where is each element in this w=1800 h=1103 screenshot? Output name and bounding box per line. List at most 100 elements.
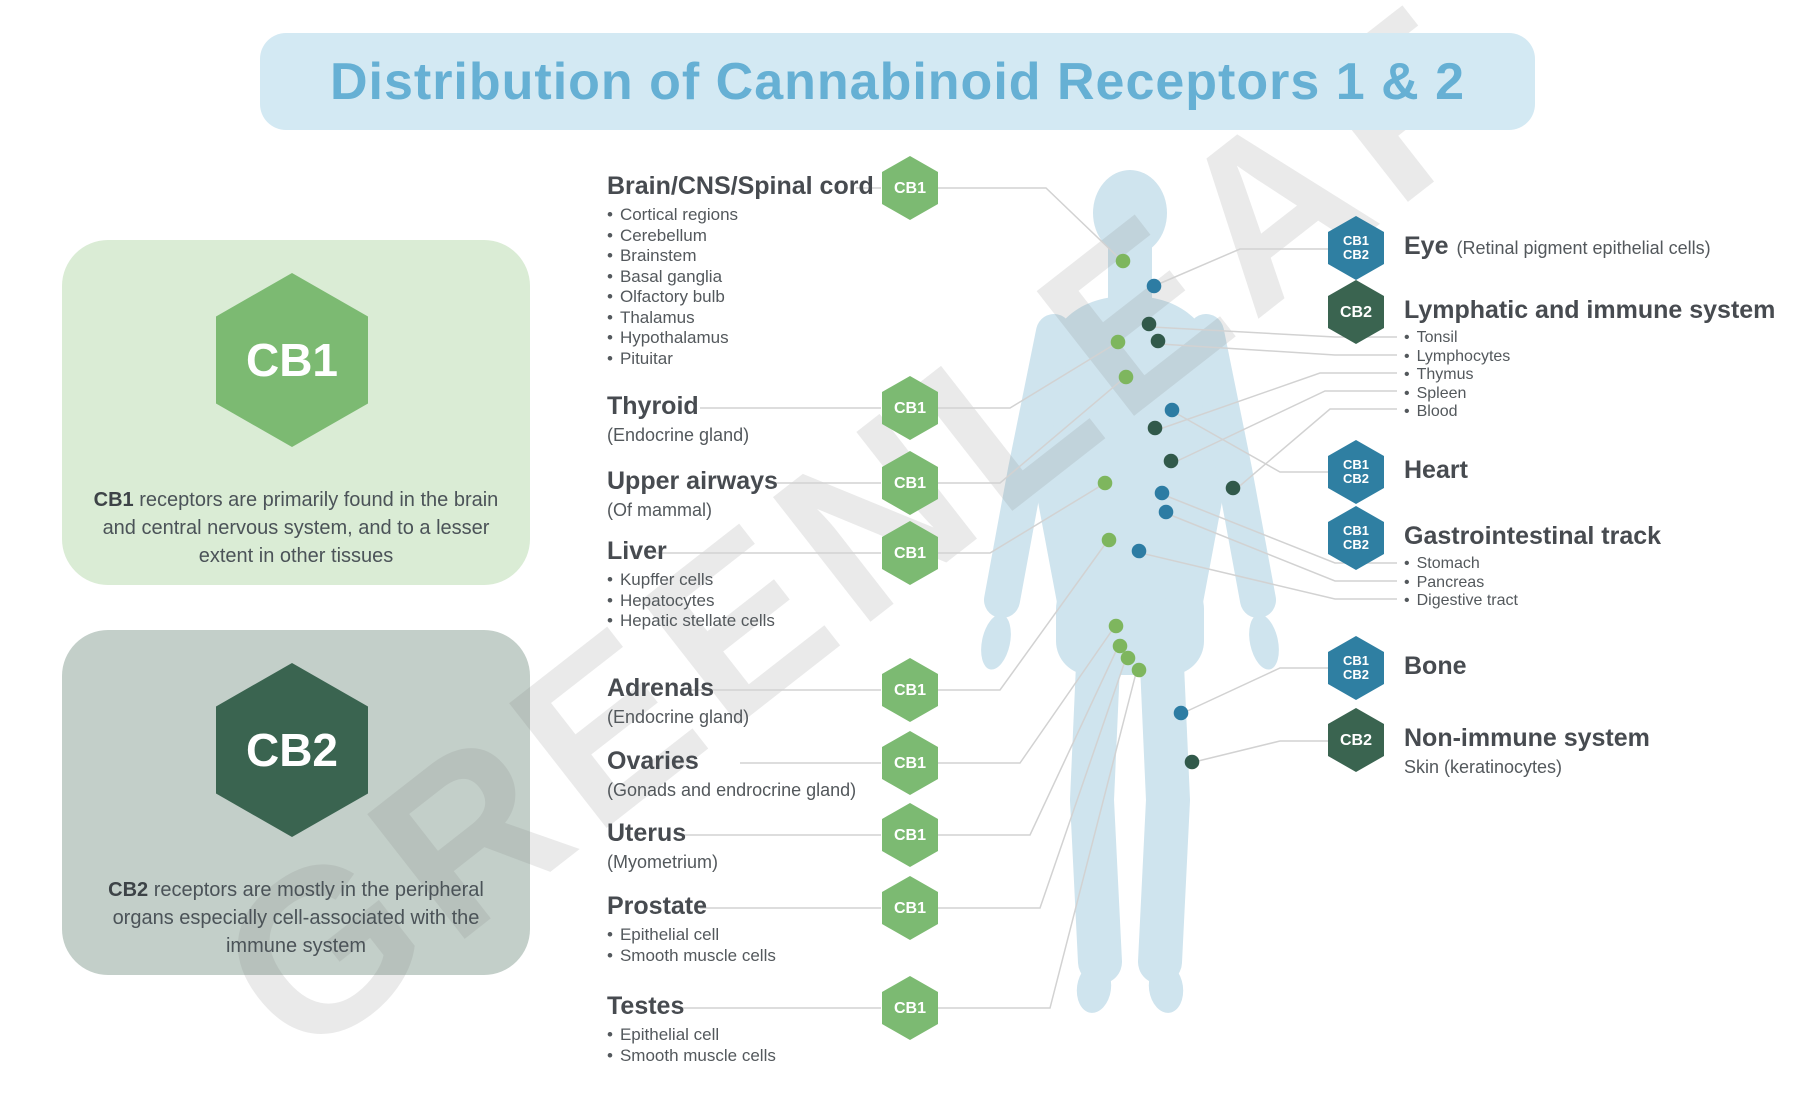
organ-name-text: Upper airways <box>607 467 778 495</box>
organ-row-adrenals: Adrenals (Endocrine gland) <box>607 673 749 729</box>
receptor-text: CB2 <box>1342 537 1369 552</box>
bullet-item-brainstem: Brainstem <box>607 246 874 267</box>
organ-row-testes: Testes Epithelial cellSmooth muscle cells <box>607 991 776 1066</box>
receptor-text: CB2 <box>1342 247 1369 262</box>
organ-name-text: Non-immune system <box>1404 724 1650 752</box>
organ-row-prostate: Prostate Epithelial cellSmooth muscle cel… <box>607 891 776 966</box>
receptor-text: CB1 <box>893 179 926 197</box>
organ-row-heart: Heart <box>1404 455 1468 485</box>
organ-bullet-list: Cortical regionsCerebellumBrainstemBasal… <box>607 205 874 369</box>
bullet-item-pancreas: Pancreas <box>1404 574 1661 593</box>
cb1-description: CB1 receptors are primarily found in the… <box>76 486 516 570</box>
receptor-text: CB1 <box>893 754 926 772</box>
bullet-item-digestive-tract: Digestive tract <box>1404 592 1661 611</box>
organ-name-text: Brain/CNS/Spinal cord <box>607 172 874 200</box>
organ-subtitle: (Gonads and endrocrine gland) <box>607 780 857 800</box>
receptor-text: CB1 <box>893 681 926 699</box>
bullet-item-smooth-muscle-cells: Smooth muscle cells <box>607 1046 776 1067</box>
organ-subtitle: (Of mammal) <box>607 500 712 520</box>
receptor-text: CB2 <box>1339 303 1372 321</box>
receptor-text: CB1 <box>893 399 926 417</box>
organ-name-text: Thyroid <box>607 392 699 420</box>
bullet-item-lymphocytes: Lymphocytes <box>1404 348 1775 367</box>
organ-name-text: Liver <box>607 537 667 565</box>
receptor-text: CB1 <box>1342 653 1369 668</box>
organ-row-uterus: Uterus (Myometrium) <box>607 818 718 874</box>
organ-name-non-immune-system: Non-immune system <box>1404 723 1650 753</box>
organ-subtitle: (Endocrine gland) <box>607 425 750 445</box>
organ-row-ovaries: Ovaries (Gonads and endrocrine gland) <box>607 746 856 802</box>
bullet-item-pituitar: Pituitar <box>607 349 874 370</box>
cb2-description-lead: CB2 <box>108 879 149 901</box>
organ-name-brain-cns-spinal-cord: Brain/CNS/Spinal cord <box>607 171 874 201</box>
cb1-hexagon-ovaries: CB1 <box>882 731 938 795</box>
organ-inline-subtitle: (Retinal pigment epithelial cells) <box>1456 238 1711 258</box>
receptor-text: CB2 <box>1339 731 1372 749</box>
cb1-hexagon-adrenals: CB1 <box>882 658 938 722</box>
bullet-item-hypothalamus: Hypothalamus <box>607 328 874 349</box>
organ-bullet-list: Kupffer cellsHepatocytesHepatic stellate… <box>607 570 775 632</box>
organ-row-brain-cns-spinal-cord: Brain/CNS/Spinal cord Cortical regionsCer… <box>607 171 874 369</box>
receptor-text: CB1 <box>893 544 926 562</box>
cb1-hexagon-uterus: CB1 <box>882 803 938 867</box>
organ-row-gastrointestinal-track: Gastrointestinal track StomachPancreasDig… <box>1404 521 1661 611</box>
organ-subtitle: (Myometrium) <box>607 852 718 872</box>
organ-name-ovaries: Ovaries <box>607 746 856 776</box>
bullet-item-spleen: Spleen <box>1404 385 1775 404</box>
organ-bullet-list: Epithelial cellSmooth muscle cells <box>607 1025 776 1066</box>
organ-name-text: Ovaries <box>607 747 699 775</box>
organ-name-gastrointestinal-track: Gastrointestinal track <box>1404 521 1661 551</box>
bullet-item-epithelial-cell: Epithelial cell <box>607 1025 776 1046</box>
bullet-item-blood: Blood <box>1404 403 1775 422</box>
cb1-description-lead: CB1 <box>93 489 134 511</box>
bullet-item-stomach: Stomach <box>1404 555 1661 574</box>
bullet-item-hepatocytes: Hepatocytes <box>607 591 775 612</box>
organ-row-upper-airways: Upper airways (Of mammal) <box>607 466 778 522</box>
organ-bullet-list: TonsilLymphocytesThymusSpleenBlood <box>1404 329 1775 422</box>
organ-row-liver: Liver Kupffer cellsHepatocytesHepatic ste… <box>607 536 775 632</box>
organ-name-testes: Testes <box>607 991 776 1021</box>
receptor-text: CB1 <box>1342 523 1369 538</box>
organ-name-uterus: Uterus <box>607 818 718 848</box>
receptor-text: CB2 <box>1342 667 1369 682</box>
cb1-cb2-hexagon-bone: CB1 CB2 <box>1328 636 1384 700</box>
organ-row-eye: Eye (Retinal pigment epithelial cells) <box>1404 231 1711 263</box>
organ-subtitle: Skin (keratinocytes) <box>1404 757 1563 777</box>
bullet-item-basal-ganglia: Basal ganglia <box>607 267 874 288</box>
organ-name-text: Bone <box>1404 652 1467 680</box>
organ-row-non-immune-system: Non-immune system Skin (keratinocytes) <box>1404 723 1650 779</box>
cb1-hexagon-prostate: CB1 <box>882 876 938 940</box>
organ-name-eye: Eye (Retinal pigment epithelial cells) <box>1404 231 1711 263</box>
organ-name-text: Uterus <box>607 819 687 847</box>
cb1-description-body: receptors are primarily found in the bra… <box>102 489 499 567</box>
bullet-item-thalamus: Thalamus <box>607 308 874 329</box>
cb1-hexagon-liver: CB1 <box>882 521 938 585</box>
organ-name-text: Testes <box>607 992 685 1020</box>
organ-name-thyroid: Thyroid <box>607 391 749 421</box>
organ-row-lymphatic-and-immune-system: Lymphatic and immune system TonsilLymphoc… <box>1404 295 1775 422</box>
organ-name-upper-airways: Upper airways <box>607 466 778 496</box>
bullet-item-tonsil: Tonsil <box>1404 329 1775 348</box>
bullet-item-kupffer-cells: Kupffer cells <box>607 570 775 591</box>
bullet-item-thymus: Thymus <box>1404 366 1775 385</box>
bullet-item-olfactory-bulb: Olfactory bulb <box>607 287 874 308</box>
organ-row-bone: Bone <box>1404 651 1467 681</box>
cb1-cb2-hexagon-eye: CB1 CB2 <box>1328 216 1384 280</box>
page-title: Distribution of Cannabinoid Receptors 1 … <box>329 52 1466 111</box>
bullet-item-cortical-regions: Cortical regions <box>607 205 874 226</box>
bullet-item-cerebellum: Cerebellum <box>607 226 874 247</box>
organ-name-lymphatic-and-immune-system: Lymphatic and immune system <box>1404 295 1775 325</box>
organ-name-adrenals: Adrenals <box>607 673 749 703</box>
organ-name-text: Lymphatic and immune system <box>1404 296 1776 324</box>
cb2-description-body: receptors are mostly in the peripheral o… <box>112 879 484 957</box>
receptor-text: CB1 <box>893 999 926 1017</box>
receptor-text: CB1 <box>893 899 926 917</box>
organ-bullet-list: StomachPancreasDigestive tract <box>1404 555 1661 611</box>
receptor-text: CB2 <box>1342 471 1369 486</box>
receptor-text: CB1 <box>893 474 926 492</box>
organ-row-thyroid: Thyroid (Endocrine gland) <box>607 391 749 447</box>
organ-name-text: Adrenals <box>607 674 714 702</box>
organ-name-text: Prostate <box>607 892 708 920</box>
organ-name-prostate: Prostate <box>607 891 776 921</box>
